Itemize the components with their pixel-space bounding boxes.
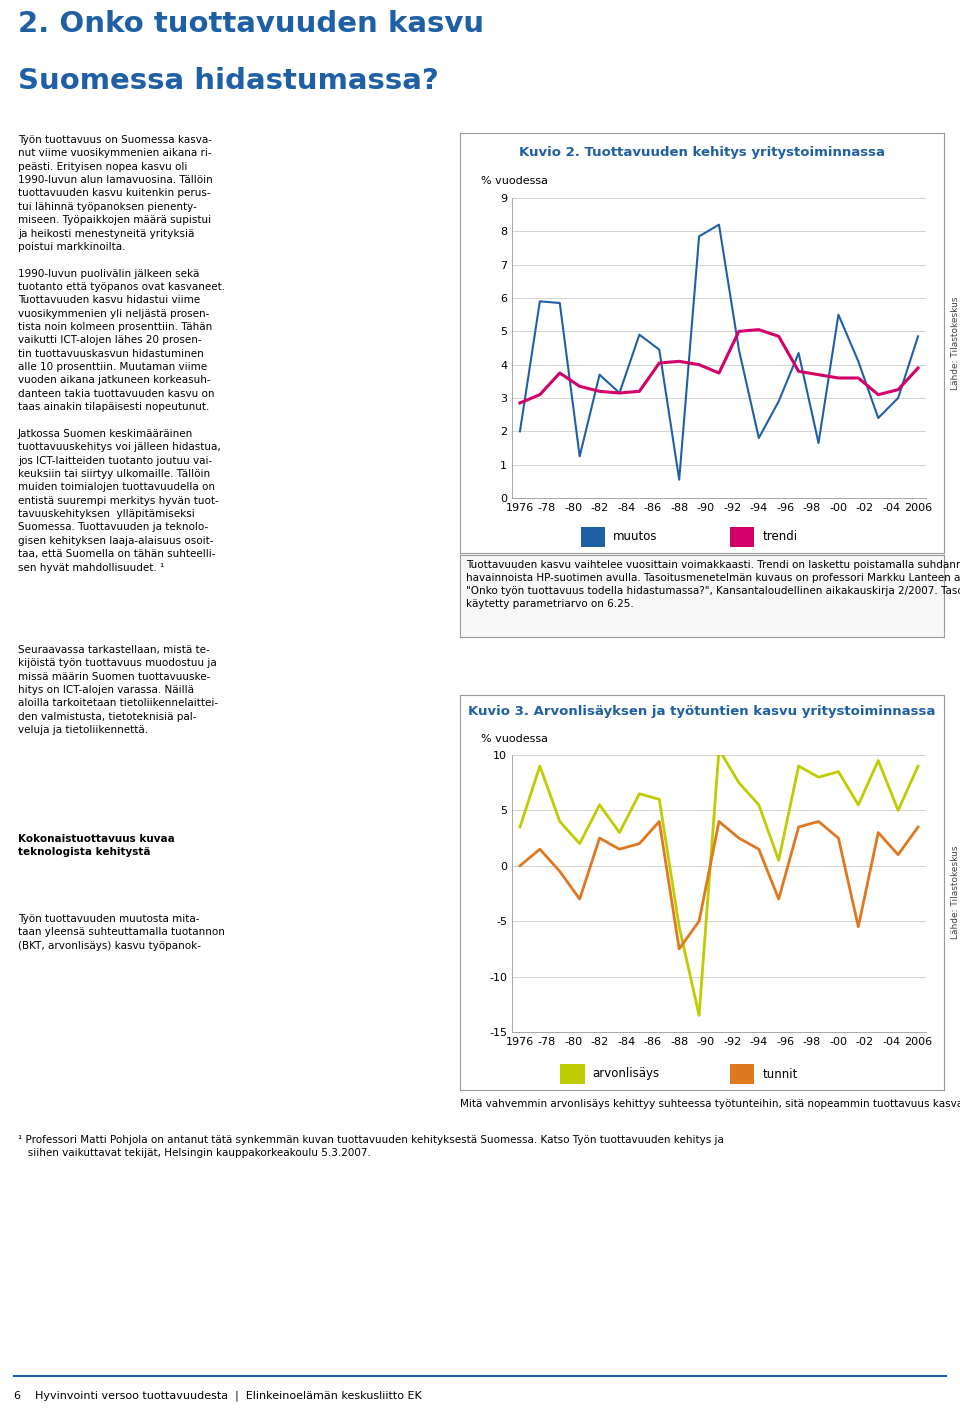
Text: ¹ Professori Matti Pohjola on antanut tätä synkemmän kuvan tuottavuuden kehityks: ¹ Professori Matti Pohjola on antanut tä… — [18, 1136, 724, 1158]
Text: Kuvio 2. Tuottavuuden kehitys yritystoiminnassa: Kuvio 2. Tuottavuuden kehitys yritystoim… — [519, 145, 885, 159]
Text: 6    Hyvinvointi versoo tuottavuudesta  |  Elinkeinoelämän keskusliitto EK: 6 Hyvinvointi versoo tuottavuudesta | El… — [14, 1391, 422, 1401]
Text: Kokonaistuottavuus kuvaa
teknologista kehitystä: Kokonaistuottavuus kuvaa teknologista ke… — [18, 834, 175, 857]
Text: Työn tuottavuus on Suomessa kasva-
nut viime vuosikymmenien aikana ri-
peästi. E: Työn tuottavuus on Suomessa kasva- nut v… — [18, 135, 226, 572]
Text: Työn tuottavuuden muutosta mita-
taan yleensä suhteuttamalla tuotannon
(BKT, arv: Työn tuottavuuden muutosta mita- taan yl… — [18, 914, 225, 951]
Text: Seuraavassa tarkastellaan, mistä te-
kijöistä työn tuottavuus muodostuu ja
missä: Seuraavassa tarkastellaan, mistä te- kij… — [18, 645, 218, 735]
Text: trendi: trendi — [762, 531, 798, 544]
Text: Suomessa hidastumassa?: Suomessa hidastumassa? — [18, 68, 439, 96]
Text: Mitä vahvemmin arvonlisäys kehittyy suhteessa työtunteihin, sitä nopeammin tuott: Mitä vahvemmin arvonlisäys kehittyy suht… — [460, 1099, 960, 1109]
Text: tunnit: tunnit — [762, 1068, 798, 1081]
Text: Tuottavuuden kasvu vaihtelee vuosittain voimakkaasti. Trendi on laskettu poistam: Tuottavuuden kasvu vaihtelee vuosittain … — [466, 559, 960, 609]
Text: 2. Onko tuottavuuden kasvu: 2. Onko tuottavuuden kasvu — [18, 10, 484, 38]
Bar — [581, 527, 605, 547]
Bar — [730, 1064, 755, 1084]
Bar — [730, 527, 755, 547]
Text: arvonlisäys: arvonlisäys — [592, 1068, 660, 1081]
Text: muutos: muutos — [612, 531, 658, 544]
Text: Lähde: Tilastokeskus: Lähde: Tilastokeskus — [950, 296, 959, 390]
Text: Lähde: Tilastokeskus: Lähde: Tilastokeskus — [950, 845, 959, 940]
Bar — [561, 1064, 585, 1084]
Text: Kuvio 3. Arvonlisäyksen ja työtuntien kasvu yritystoiminnassa: Kuvio 3. Arvonlisäyksen ja työtuntien ka… — [468, 704, 936, 717]
Text: % vuodessa: % vuodessa — [481, 176, 548, 186]
Text: % vuodessa: % vuodessa — [481, 734, 548, 744]
